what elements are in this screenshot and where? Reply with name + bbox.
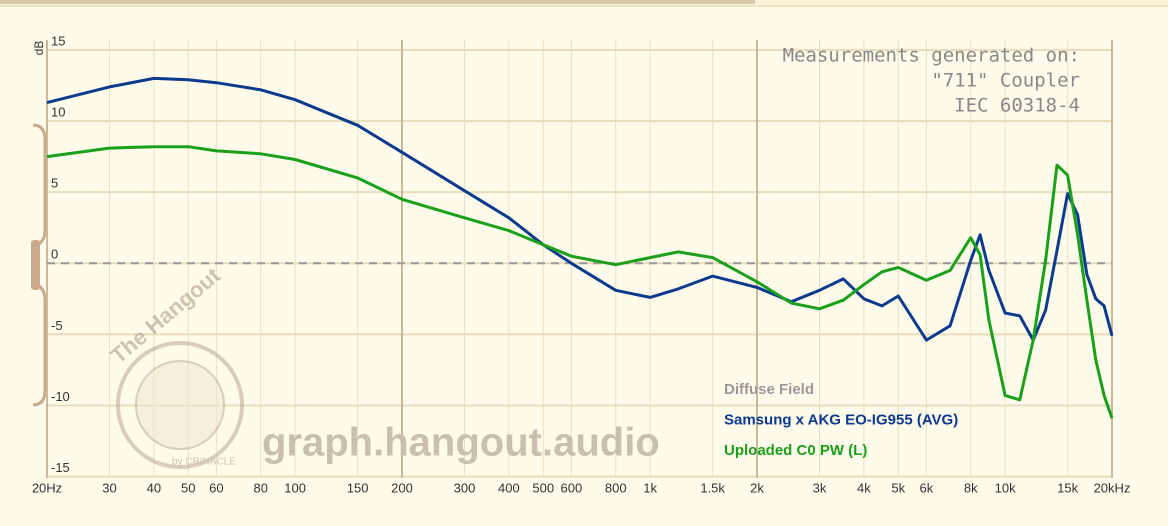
logo-ring <box>116 341 244 469</box>
x-tick-label: 20kHz <box>1094 480 1131 495</box>
x-tick-label: 10k <box>995 480 1016 495</box>
y-tick-label: -15 <box>51 460 70 475</box>
annotation: "711" Coupler <box>931 70 1080 92</box>
annotation: Measurements generated on: <box>783 45 1080 67</box>
x-tick-label: 600 <box>561 480 583 495</box>
scroll-bar <box>0 0 755 4</box>
x-tick-label: 50 <box>181 480 195 495</box>
slider-handle <box>31 240 40 290</box>
x-tick-label: 150 <box>347 480 369 495</box>
y-tick-label: 15 <box>51 33 65 48</box>
x-tick-label: 200 <box>391 480 413 495</box>
x-tick-label: 60 <box>209 480 223 495</box>
x-tick-label: 3k <box>813 480 827 495</box>
x-tick-label: 20Hz <box>32 480 62 495</box>
x-tick-label: 1.5k <box>700 480 725 495</box>
x-tick-label: 6k <box>920 480 934 495</box>
y-tick-label: 5 <box>51 176 58 191</box>
legend-entry: Uploaded C0 PW (L) <box>724 442 867 459</box>
x-tick-label: 300 <box>454 480 476 495</box>
x-tick-label: 2k <box>750 480 764 495</box>
y-tick-label: 10 <box>51 104 65 119</box>
watermark: graph.hangout.audio <box>262 421 660 465</box>
x-tick-label: 40 <box>147 480 161 495</box>
x-tick-label: 1k <box>643 480 657 495</box>
x-tick-label: 15k <box>1057 480 1078 495</box>
x-tick-label: 400 <box>498 480 520 495</box>
x-tick-label: 30 <box>102 480 116 495</box>
logo-byline: by CRINACLE <box>172 457 236 468</box>
x-tick-label: 500 <box>532 480 554 495</box>
series-line <box>46 145 1114 419</box>
y-tick-label: -5 <box>51 318 63 333</box>
x-tick-label: 800 <box>605 480 627 495</box>
y-axis-label: dB <box>32 41 46 56</box>
annotation: IEC 60318-4 <box>954 95 1080 117</box>
x-tick-label: 100 <box>284 480 306 495</box>
x-tick-label: 5k <box>891 480 905 495</box>
x-tick-label: 80 <box>253 480 267 495</box>
legend-entry: Diffuse Field <box>724 381 814 398</box>
y-tick-label: -10 <box>51 389 70 404</box>
logo-face <box>135 360 225 450</box>
series-line <box>46 76 1114 342</box>
y-tick-label: 0 <box>51 247 58 262</box>
legend-entry: Samsung x AKG EO-IG955 (AVG) <box>724 411 958 428</box>
x-tick-label: 4k <box>857 480 871 495</box>
x-tick-label: 8k <box>964 480 978 495</box>
